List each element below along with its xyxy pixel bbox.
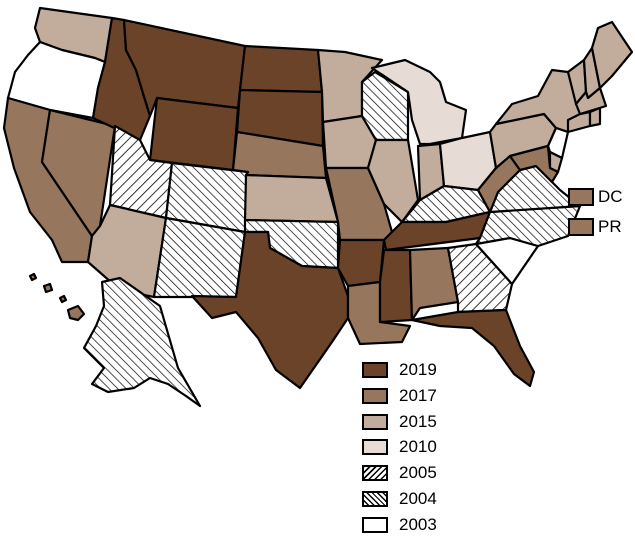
legend-label: 2004 <box>399 488 437 508</box>
state-TX <box>190 230 350 390</box>
state-MI <box>370 58 468 146</box>
state-AR <box>336 238 386 288</box>
inset-dc: DC <box>568 188 635 210</box>
legend-swatch <box>362 387 388 404</box>
map-legend: 2019 2017 2015 2010 2005 2004 2003 <box>362 360 492 543</box>
state-RI <box>588 106 602 128</box>
inset-pr-swatch <box>568 218 594 236</box>
state-NM <box>152 216 247 299</box>
legend-swatch <box>362 413 388 430</box>
legend-label: 2010 <box>399 437 437 457</box>
state-HI <box>28 272 86 322</box>
legend-label: 2017 <box>399 385 437 405</box>
legend-item-2005: 2005 <box>362 463 492 491</box>
legend-swatch <box>362 490 388 507</box>
legend-label: 2003 <box>399 514 437 534</box>
state-AL <box>408 246 460 322</box>
legend-swatch <box>362 362 388 378</box>
state-MS <box>378 248 414 324</box>
state-FL <box>410 308 536 388</box>
state-TN <box>382 210 492 252</box>
legend-swatch <box>362 439 388 456</box>
legend-swatch <box>362 516 388 533</box>
state-AK <box>82 276 202 408</box>
state-MD <box>508 144 560 184</box>
legend-item-2015: 2015 <box>362 411 492 440</box>
inset-pr: PR <box>568 218 635 240</box>
inset-dc-swatch <box>568 188 594 206</box>
legend-label: 2015 <box>399 411 437 431</box>
state-WY <box>148 96 240 172</box>
state-KS <box>243 173 340 224</box>
legend-item-2019: 2019 <box>362 360 492 388</box>
inset-dc-label: DC <box>598 187 623 206</box>
legend-label: 2019 <box>399 360 437 379</box>
state-ND <box>238 44 324 94</box>
state-ME <box>590 20 634 90</box>
legend-label: 2005 <box>399 463 437 483</box>
legend-item-2010: 2010 <box>362 437 492 465</box>
legend-item-2004: 2004 <box>362 488 492 517</box>
legend-item-2017: 2017 <box>362 385 492 414</box>
legend-item-2003: 2003 <box>362 514 492 543</box>
legend-swatch <box>362 465 388 482</box>
inset-pr-label: PR <box>598 217 622 236</box>
